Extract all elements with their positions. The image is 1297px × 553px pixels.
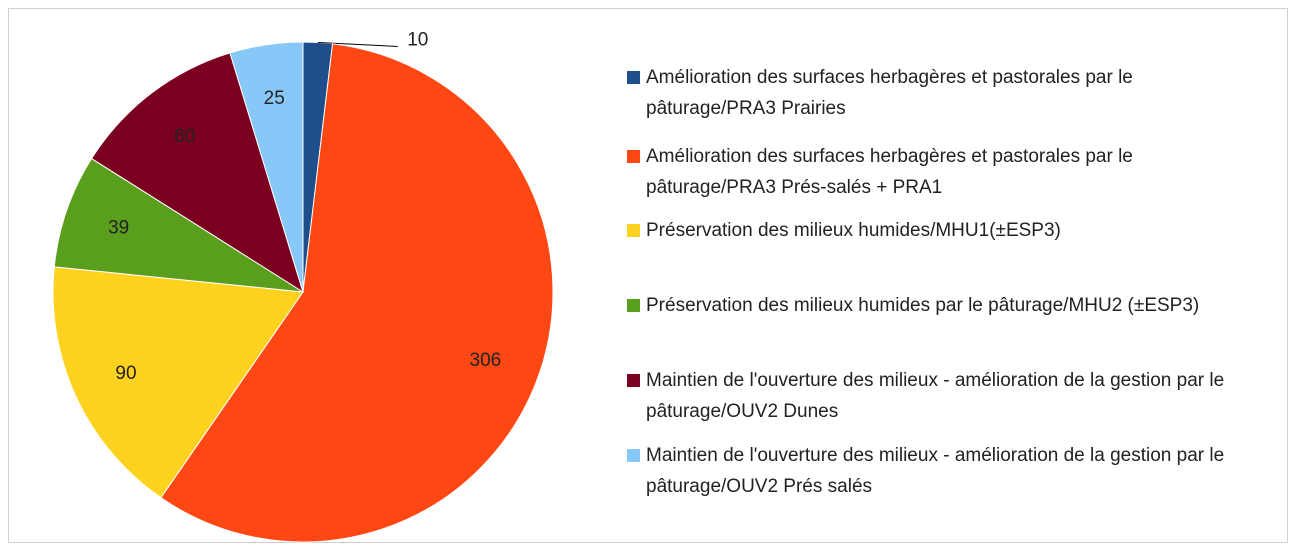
pie-slice <box>160 43 554 543</box>
pie-slice <box>52 266 304 499</box>
legend-swatch <box>627 299 640 312</box>
legend-item: Maintien de l'ouverture des milieux - am… <box>627 365 1267 427</box>
legend-label: Amélioration des surfaces herbagères et … <box>646 146 1133 198</box>
chart-frame <box>8 8 1288 543</box>
data-label: 39 <box>108 217 129 238</box>
legend-label: Amélioration des surfaces herbagères et … <box>646 67 1133 119</box>
legend-item: Maintien de l'ouverture des milieux - am… <box>627 440 1267 502</box>
legend-item: Préservation des milieux humides par le … <box>627 290 1267 321</box>
legend-swatch <box>627 224 640 237</box>
leader-line <box>317 41 398 47</box>
data-label: 90 <box>115 363 136 384</box>
data-label: 306 <box>470 350 502 371</box>
legend-label: Préservation des milieux humides/MHU1(±E… <box>646 220 1061 241</box>
legend-swatch <box>627 374 640 387</box>
legend-label: Maintien de l'ouverture des milieux - am… <box>646 370 1225 422</box>
pie-slice <box>229 41 304 293</box>
legend-label: Maintien de l'ouverture des milieux - am… <box>646 445 1225 497</box>
legend-label: Préservation des milieux humides par le … <box>646 295 1200 316</box>
pie-slice <box>53 157 304 293</box>
legend-swatch <box>627 449 640 462</box>
legend-item: Préservation des milieux humides/MHU1(±E… <box>627 215 1267 246</box>
legend-swatch <box>627 150 640 163</box>
data-label: 10 <box>407 29 428 50</box>
legend-swatch <box>627 71 640 84</box>
data-label: 25 <box>264 88 285 109</box>
pie-slice <box>90 52 304 294</box>
legend-item: Amélioration des surfaces herbagères et … <box>627 62 1267 124</box>
legend-item: Amélioration des surfaces herbagères et … <box>627 141 1267 203</box>
data-label: 60 <box>174 126 195 147</box>
